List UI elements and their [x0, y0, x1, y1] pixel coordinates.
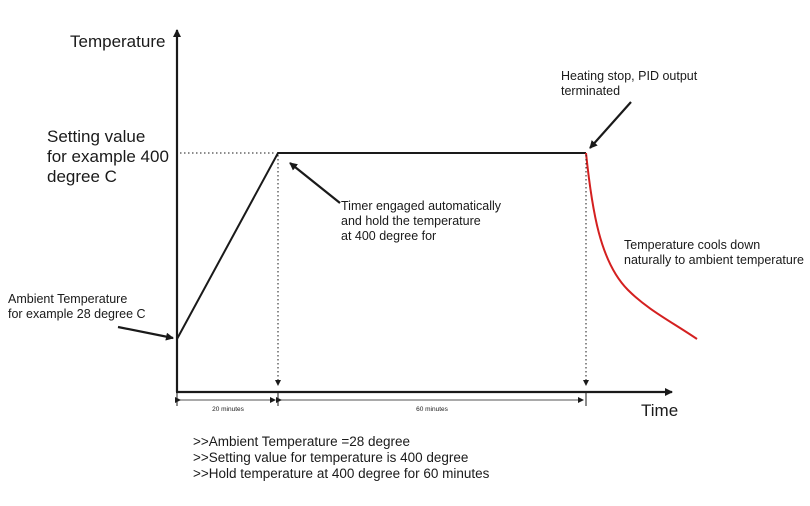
y-axis-label: Temperature	[70, 32, 165, 51]
heating-stop-arrow	[589, 101, 632, 149]
note-ambient: >>Ambient Temperature =28 degree	[193, 434, 411, 449]
ramp-hold-line	[176, 152, 586, 340]
cooling-curve	[585, 152, 698, 340]
ramp-duration-label: 20 minutes	[212, 406, 245, 413]
cooling-label: Temperature cools down naturally to ambi…	[624, 238, 804, 267]
notes-block: >>Ambient Temperature =28 degree >>Setti…	[193, 434, 489, 482]
timer-arrow	[289, 162, 341, 204]
hold-duration-label: 60 minutes	[416, 406, 449, 413]
setting-value-label: Setting value for example 400 degree C	[47, 127, 174, 186]
timer-label: Timer engaged automatically and hold the…	[341, 199, 505, 243]
heating-stop-label: Heating stop, PID output terminated	[561, 69, 701, 98]
note-setting-value: >>Setting value for temperature is 400 d…	[193, 450, 469, 465]
note-hold: >>Hold temperature at 400 degree for 60 …	[193, 466, 490, 481]
x-axis-label: Time	[641, 401, 678, 420]
ambient-label: Ambient Temperature for example 28 degre…	[8, 292, 146, 321]
ambient-arrow	[117, 325, 174, 341]
